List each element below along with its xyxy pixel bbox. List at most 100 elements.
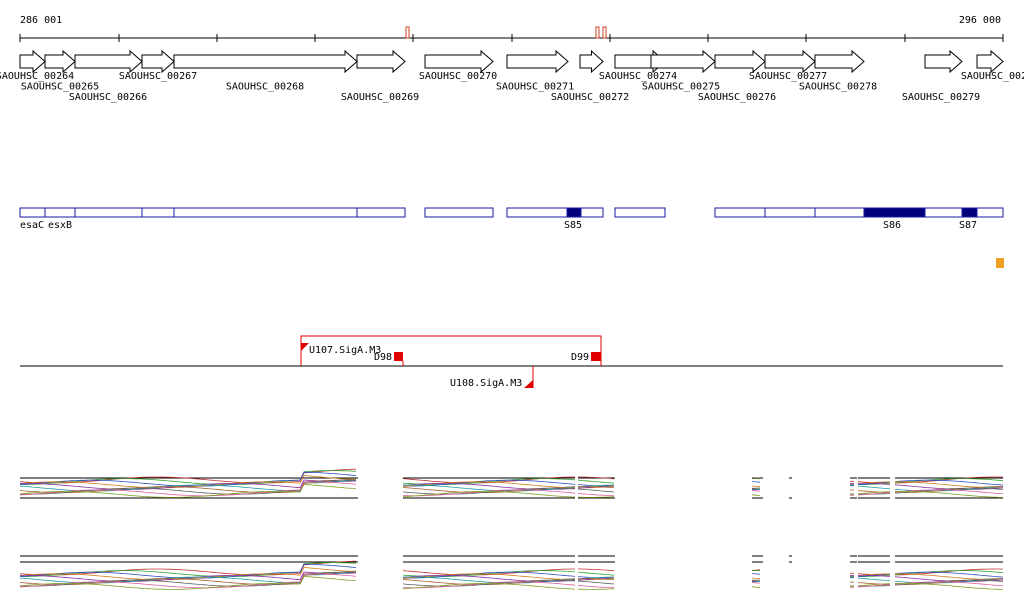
trace [402,583,576,590]
trace [751,577,761,580]
trace [857,583,891,587]
trace [894,478,1004,484]
region-box [356,207,406,218]
region-track: esaC esxB S85 S86 S87 [19,207,1004,231]
gene-label: SAOUHSC_00276 [698,92,776,103]
region-box [141,207,175,218]
region-box [44,207,76,218]
trace [19,575,357,590]
gene-label: SAOUHSC_00277 [749,71,827,82]
gene-arrow [74,49,143,74]
trace [402,573,576,581]
region-label: esxB [48,220,72,231]
trace [402,576,576,584]
gene-arrow [714,49,766,74]
gene-arrow [650,49,716,74]
trace [402,579,576,587]
promoter-label: D98 [374,352,392,363]
gene-arrow [579,49,604,74]
gene-label: SAOUHSC_00264 [0,71,74,82]
trace [19,483,357,498]
promoter-track: U107.SigA.M3 D98 D99 U108.SigA.M3 [20,335,1003,389]
trace [578,568,615,572]
trace [751,582,761,584]
trace [894,490,1004,498]
gene-label: SAOUHSC_00271 [496,82,574,93]
trace [857,584,891,588]
trace [894,571,1004,578]
region-box [19,207,46,218]
region-box [764,207,816,218]
gene-arrow [506,49,569,74]
gene-label: SAOUHSC_00279 [902,92,980,103]
trace [577,486,615,488]
coord-end: 296 000 [959,15,1001,26]
trace [577,488,615,493]
trace [19,481,357,497]
trace [402,581,576,589]
region-label: S85 [564,220,582,231]
gene-label: SAOUHSC_00274 [599,71,677,82]
trace [858,482,891,485]
trace [751,489,761,491]
trace [19,471,357,487]
trace [402,484,576,492]
region-label: S86 [883,220,901,231]
promoter-label: U107.SigA.M3 [309,345,381,356]
trace [20,479,357,490]
gene-label: SAOUHSC_00268 [226,82,304,93]
promoter-label: U108.SigA.M3 [450,378,522,389]
gene-arrow [424,49,494,74]
gene-arrow [356,49,406,74]
trace [857,577,891,582]
trace [894,570,1004,576]
trace [857,582,891,585]
gene-arrow [141,49,175,74]
gene-arrow [173,49,358,74]
gene-label: SAOUHSC_00267 [119,71,197,82]
marker [996,258,1004,268]
region-fill [566,207,582,218]
gene-arrow [976,49,1004,74]
gene-arrow [924,49,963,74]
expression-tracks [19,468,1004,590]
trace [19,563,357,579]
gene-label: SAOUHSC_00278 [799,82,877,93]
trace [20,571,357,582]
trace [577,585,615,589]
gene-arrow [814,49,865,74]
gene-label: SAOUHSC_00265 [21,82,99,93]
trace [751,490,761,492]
region-box [74,207,143,218]
trace [751,573,761,575]
trace [578,476,615,480]
region-box [506,207,604,218]
trace [894,489,1004,495]
trace [857,492,891,496]
region-label: S87 [959,220,977,231]
trace [402,481,576,489]
trace [751,494,761,496]
region-fill [863,207,926,218]
trace [857,491,891,495]
gene-label: SAOUHSC_00275 [642,82,720,93]
region-box [173,207,358,218]
trace [857,485,891,490]
trace [577,479,615,484]
trace [402,487,576,495]
gene-arrow [44,49,76,74]
trace [577,496,615,498]
trace [858,575,891,577]
gene-label: SAOUHSC_00280 [961,71,1024,82]
trace [751,481,761,483]
gene-arrow [19,49,46,74]
region-box [614,207,666,218]
ruler-marks [405,26,607,39]
ruler [19,34,1004,42]
trace [577,571,615,576]
trace [751,581,761,583]
trace [577,578,615,580]
trace [402,489,576,497]
